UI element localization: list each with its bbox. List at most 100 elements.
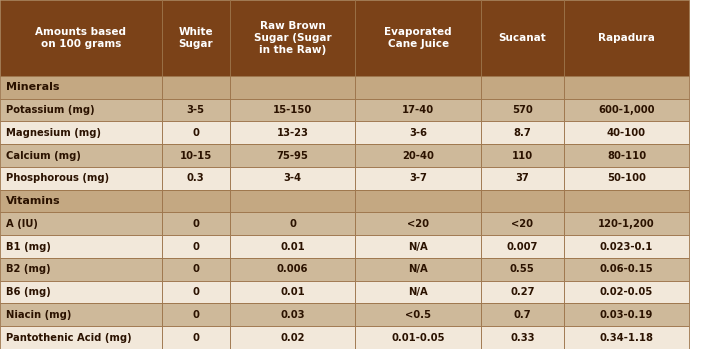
FancyBboxPatch shape <box>230 190 355 213</box>
FancyBboxPatch shape <box>355 281 481 304</box>
FancyBboxPatch shape <box>230 235 355 258</box>
FancyBboxPatch shape <box>162 213 230 235</box>
FancyBboxPatch shape <box>481 121 564 144</box>
FancyBboxPatch shape <box>481 167 564 190</box>
FancyBboxPatch shape <box>0 76 162 99</box>
Text: White
Sugar: White Sugar <box>178 27 213 49</box>
Text: Calcium (mg): Calcium (mg) <box>6 150 80 161</box>
FancyBboxPatch shape <box>481 213 564 235</box>
FancyBboxPatch shape <box>0 121 162 144</box>
Text: B6 (mg): B6 (mg) <box>6 287 50 297</box>
Text: 75-95: 75-95 <box>276 150 309 161</box>
Text: Pantothenic Acid (mg): Pantothenic Acid (mg) <box>6 333 131 343</box>
Text: 13-23: 13-23 <box>276 128 309 138</box>
Text: 0.01: 0.01 <box>280 287 305 297</box>
Text: 0.01-0.05: 0.01-0.05 <box>391 333 445 343</box>
FancyBboxPatch shape <box>0 281 162 304</box>
FancyBboxPatch shape <box>355 167 481 190</box>
FancyBboxPatch shape <box>564 326 689 349</box>
FancyBboxPatch shape <box>0 144 162 167</box>
Text: N/A: N/A <box>409 242 428 252</box>
FancyBboxPatch shape <box>0 0 162 76</box>
FancyBboxPatch shape <box>230 326 355 349</box>
Text: Minerals: Minerals <box>6 82 60 92</box>
Text: 0: 0 <box>192 242 199 252</box>
FancyBboxPatch shape <box>230 121 355 144</box>
Text: 0.27: 0.27 <box>510 287 535 297</box>
Text: Phosphorous (mg): Phosphorous (mg) <box>6 173 109 183</box>
FancyBboxPatch shape <box>0 99 162 121</box>
FancyBboxPatch shape <box>564 281 689 304</box>
FancyBboxPatch shape <box>162 144 230 167</box>
FancyBboxPatch shape <box>355 121 481 144</box>
FancyBboxPatch shape <box>230 213 355 235</box>
FancyBboxPatch shape <box>162 0 230 76</box>
FancyBboxPatch shape <box>162 235 230 258</box>
Text: 3-5: 3-5 <box>187 105 205 115</box>
FancyBboxPatch shape <box>230 167 355 190</box>
Text: 3-4: 3-4 <box>284 173 302 183</box>
Text: 0.03-0.19: 0.03-0.19 <box>600 310 653 320</box>
Text: 0: 0 <box>289 219 296 229</box>
FancyBboxPatch shape <box>230 258 355 281</box>
FancyBboxPatch shape <box>230 99 355 121</box>
FancyBboxPatch shape <box>355 304 481 326</box>
Text: 600-1,000: 600-1,000 <box>598 105 655 115</box>
Text: 110: 110 <box>512 150 533 161</box>
FancyBboxPatch shape <box>162 326 230 349</box>
FancyBboxPatch shape <box>355 258 481 281</box>
FancyBboxPatch shape <box>162 190 230 213</box>
Text: 0.34-1.18: 0.34-1.18 <box>600 333 653 343</box>
Text: 0: 0 <box>192 128 199 138</box>
FancyBboxPatch shape <box>162 258 230 281</box>
FancyBboxPatch shape <box>564 235 689 258</box>
FancyBboxPatch shape <box>564 258 689 281</box>
Text: 0: 0 <box>192 310 199 320</box>
FancyBboxPatch shape <box>481 99 564 121</box>
FancyBboxPatch shape <box>355 76 481 99</box>
Text: Magnesium (mg): Magnesium (mg) <box>6 128 101 138</box>
FancyBboxPatch shape <box>481 281 564 304</box>
Text: 0.3: 0.3 <box>187 173 205 183</box>
Text: Vitamins: Vitamins <box>6 196 60 206</box>
Text: 17-40: 17-40 <box>402 105 434 115</box>
Text: 0: 0 <box>192 287 199 297</box>
FancyBboxPatch shape <box>481 304 564 326</box>
Text: <20: <20 <box>407 219 429 229</box>
FancyBboxPatch shape <box>162 99 230 121</box>
FancyBboxPatch shape <box>481 76 564 99</box>
FancyBboxPatch shape <box>564 144 689 167</box>
Text: 0.33: 0.33 <box>510 333 535 343</box>
FancyBboxPatch shape <box>0 190 162 213</box>
Text: 0.02-0.05: 0.02-0.05 <box>600 287 653 297</box>
FancyBboxPatch shape <box>564 167 689 190</box>
FancyBboxPatch shape <box>481 144 564 167</box>
Text: 50-100: 50-100 <box>607 173 646 183</box>
FancyBboxPatch shape <box>162 281 230 304</box>
FancyBboxPatch shape <box>564 76 689 99</box>
FancyBboxPatch shape <box>162 304 230 326</box>
FancyBboxPatch shape <box>162 121 230 144</box>
FancyBboxPatch shape <box>564 304 689 326</box>
Text: Niacin (mg): Niacin (mg) <box>6 310 71 320</box>
FancyBboxPatch shape <box>481 235 564 258</box>
FancyBboxPatch shape <box>230 304 355 326</box>
Text: Rapadura: Rapadura <box>598 33 655 43</box>
FancyBboxPatch shape <box>230 76 355 99</box>
FancyBboxPatch shape <box>355 190 481 213</box>
FancyBboxPatch shape <box>355 99 481 121</box>
Text: 0.02: 0.02 <box>280 333 305 343</box>
Text: 8.7: 8.7 <box>513 128 531 138</box>
FancyBboxPatch shape <box>0 326 162 349</box>
FancyBboxPatch shape <box>564 190 689 213</box>
FancyBboxPatch shape <box>355 144 481 167</box>
Text: 0.01: 0.01 <box>280 242 305 252</box>
FancyBboxPatch shape <box>230 281 355 304</box>
Text: 40-100: 40-100 <box>607 128 646 138</box>
Text: 15-150: 15-150 <box>273 105 312 115</box>
FancyBboxPatch shape <box>355 0 481 76</box>
FancyBboxPatch shape <box>355 326 481 349</box>
FancyBboxPatch shape <box>0 304 162 326</box>
Text: 0.06-0.15: 0.06-0.15 <box>600 264 653 274</box>
Text: 0.007: 0.007 <box>507 242 538 252</box>
